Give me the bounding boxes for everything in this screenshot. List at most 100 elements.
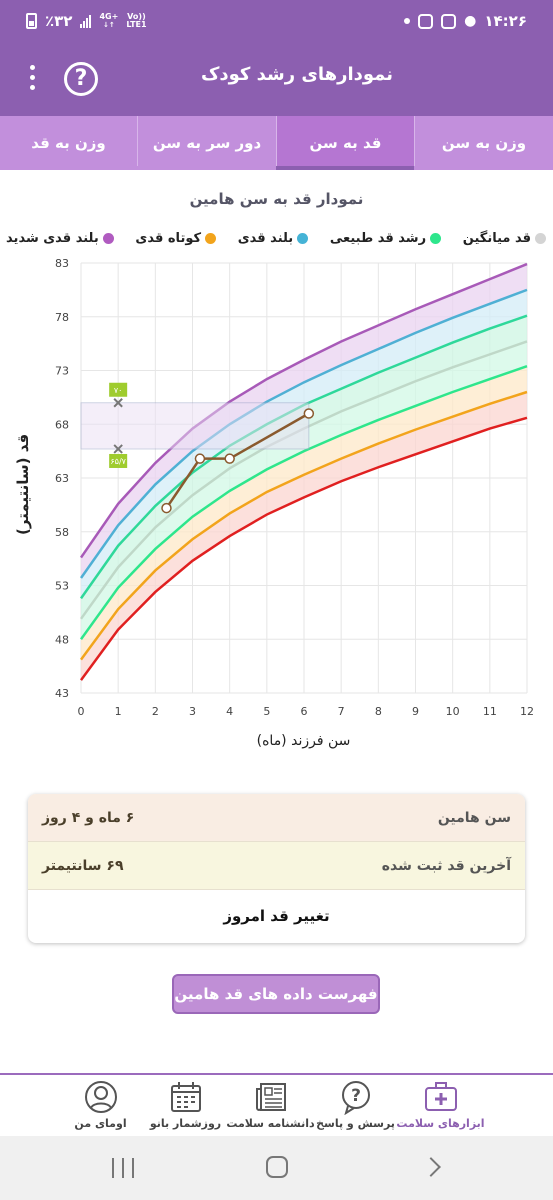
- tab-indicator: [0, 166, 553, 170]
- series-line: [79, 390, 528, 661]
- signal-icon: [80, 14, 92, 28]
- band-fill: [81, 392, 527, 681]
- notification-dot-icon: [404, 18, 411, 24]
- status-bar: ٪۳۲ 4G+ ↓↑ Vo)) LTE1 ● ۱۴:۲۶: [0, 0, 553, 42]
- tab-head-for-age[interactable]: دور سر به سن: [137, 116, 276, 170]
- bottom-nav: ابزارهای سلامت ? پرسش و پاسخ دانشنامه سل…: [0, 1073, 553, 1136]
- svg-text:?: ?: [351, 1086, 361, 1106]
- home-icon[interactable]: [266, 1156, 288, 1178]
- legend-label: کوتاه قدی: [135, 231, 202, 246]
- marker-badge-label: ۶۵/۷: [110, 457, 126, 466]
- nav-item-encyclopedia[interactable]: دانشنامه سلامت: [226, 1075, 315, 1136]
- help-icon[interactable]: ?: [64, 62, 98, 96]
- chart-title: نمودار قد به سن هامین: [189, 190, 364, 208]
- nav-label: اومای من: [74, 1117, 127, 1130]
- child-height-point: [194, 453, 206, 464]
- back-icon[interactable]: [421, 1157, 441, 1177]
- x-tick-label: 8: [375, 705, 382, 718]
- nav-item-qa[interactable]: ? پرسش و پاسخ: [313, 1075, 398, 1136]
- y-tick-label: 83: [55, 257, 69, 270]
- medical-kit-icon: [424, 1082, 457, 1111]
- reference-box: [80, 402, 310, 450]
- y-tick-label: 73: [55, 365, 69, 378]
- child-height-point: [303, 408, 315, 419]
- legend-label: بلند قدی: [237, 231, 294, 246]
- y-axis-label: قد (سانتیمتر): [14, 434, 32, 536]
- nav-label: ابزارهای سلامت: [396, 1117, 485, 1130]
- page-title: نمودارهای رشد کودک: [200, 64, 393, 85]
- height-list-button[interactable]: فهرست داده های قد هامین: [172, 974, 380, 1014]
- band-fill: [81, 264, 527, 578]
- x-tick-label: 0: [78, 705, 85, 718]
- location-icon: ●: [464, 13, 477, 29]
- x-tick-label: 1: [115, 705, 122, 718]
- legend-dot: [297, 233, 309, 244]
- calendar-icon: [170, 1082, 201, 1112]
- legend-dot: [205, 233, 217, 244]
- y-tick-label: 63: [55, 472, 69, 485]
- marker-badge-label: ۷۰: [114, 386, 123, 395]
- age-row: سن هامین ۶ ماه و ۴ روز: [28, 794, 525, 842]
- height-row: آخرین قد ثبت شده ۶۹ سانتیمتر: [28, 842, 525, 890]
- status-bar-left: ٪۳۲ 4G+ ↓↑ Vo)) LTE1: [26, 12, 147, 30]
- y-tick-label: 58: [55, 526, 69, 539]
- chart-legend: بلند قدی شدید کوتاه قدی بلند قدی رشد قد …: [6, 231, 546, 246]
- y-tick-label: 43: [55, 687, 69, 700]
- recent-apps-icon[interactable]: [112, 1158, 134, 1178]
- more-menu-icon[interactable]: [28, 62, 36, 96]
- legend-dot: [535, 233, 546, 244]
- marker-badge: [109, 382, 128, 397]
- x-tick-label: 12: [520, 705, 534, 718]
- tab-height-for-age[interactable]: قد به سن: [276, 116, 414, 170]
- band-fill: [81, 366, 527, 660]
- nav-label: روزشمار بانو: [149, 1117, 222, 1130]
- change-height-button[interactable]: تغییر قد امروز: [223, 907, 330, 925]
- nav-item-calendar[interactable]: روزشمار بانو: [143, 1075, 228, 1136]
- x-tick-label: 9: [412, 705, 419, 718]
- x-axis-label: سن فرزند (ماه): [256, 733, 351, 749]
- y-tick-label: 78: [55, 311, 69, 324]
- child-height-point: [224, 453, 235, 464]
- age-value: ۶ ماه و ۴ روز: [42, 809, 135, 826]
- network-indicator: 4G+ ↓↑: [99, 12, 119, 30]
- volte-indicator: Vo)) LTE1: [126, 12, 147, 29]
- legend-dot: [102, 233, 114, 244]
- legend-item: رشد قد طبیعی: [329, 231, 442, 246]
- x-tick-label: 2: [152, 705, 159, 718]
- x-tick-label: 5: [263, 705, 270, 718]
- question-bubble-icon: ?: [341, 1081, 370, 1115]
- y-tick-label: 53: [55, 580, 69, 593]
- child-height-line: [165, 412, 310, 509]
- band-fill: [81, 315, 527, 619]
- battery-icon: [26, 13, 37, 29]
- nav-item-health-tools[interactable]: ابزارهای سلامت: [396, 1075, 485, 1136]
- series-line: [79, 365, 528, 640]
- x-tick-label: 3: [189, 705, 196, 718]
- x-tick-label: 7: [338, 705, 345, 718]
- band-fill: [81, 341, 527, 640]
- gallery-icon: [441, 13, 457, 29]
- reference-marker: [113, 398, 123, 408]
- chart-tabs: وزن به سن قد به سن دور سر به سن وزن به ق…: [0, 116, 553, 170]
- height-label: آخرین قد ثبت شده: [381, 857, 511, 874]
- child-height-point: [161, 502, 172, 514]
- tab-weight-for-age[interactable]: وزن به سن: [414, 116, 553, 170]
- series-line: [79, 416, 528, 681]
- series-line: [79, 288, 528, 579]
- series-line: [79, 262, 528, 559]
- legend-dot: [430, 233, 442, 244]
- nav-label: پرسش و پاسخ: [316, 1117, 395, 1130]
- x-tick-label: 4: [226, 705, 233, 718]
- reference-marker: [113, 444, 123, 454]
- nav-item-profile[interactable]: اومای من: [58, 1075, 143, 1136]
- legend-item: قد میانگین: [463, 231, 546, 246]
- info-card: سن هامین ۶ ماه و ۴ روز آخرین قد ثبت شده …: [28, 794, 525, 943]
- y-tick-label: 68: [55, 418, 69, 431]
- legend-item: بلند قدی: [237, 231, 309, 246]
- profile-icon: [84, 1081, 117, 1113]
- y-tick-label: 48: [55, 633, 69, 646]
- tab-weight-for-height[interactable]: وزن به قد: [31, 134, 106, 152]
- legend-label: رشد قد طبیعی: [329, 231, 427, 246]
- app-header: ? نمودارهای رشد کودک: [0, 42, 553, 116]
